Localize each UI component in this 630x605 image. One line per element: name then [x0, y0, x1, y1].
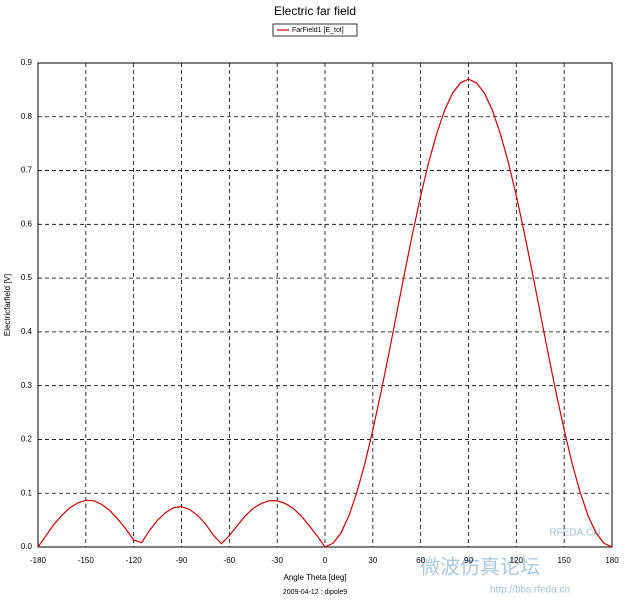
x-tick-label: -120 — [126, 556, 143, 565]
y-tick-label: 0.1 — [21, 488, 33, 497]
y-tick-label: 0.3 — [21, 381, 33, 390]
x-tick-label: -90 — [176, 556, 188, 565]
y-tick-label: 0.0 — [21, 542, 33, 551]
x-tick-label: -30 — [271, 556, 283, 565]
x-tick-label: 150 — [557, 556, 571, 565]
footer: 2009-04-12 : dipole9 — [283, 589, 347, 596]
watermark: 微波仿真论坛 — [420, 555, 540, 578]
watermark: RFEDA.CN — [549, 528, 600, 539]
x-tick-label: 0 — [323, 556, 328, 565]
watermark: http://bbs.rfeda.cn — [490, 585, 570, 596]
legend-label: FarField1 [E_tot] — [292, 27, 344, 34]
y-tick-label: 0.4 — [21, 327, 33, 336]
y-tick-label: 0.9 — [21, 58, 33, 67]
y-tick-label: 0.5 — [21, 273, 33, 282]
x-tick-label: -150 — [78, 556, 95, 565]
y-tick-label: 0.6 — [21, 219, 33, 228]
line — [37, 78, 613, 548]
y-tick-label: 0.2 — [21, 435, 33, 444]
legend-box — [272, 23, 358, 37]
x-axis-label: Angle Theta [deg] — [283, 573, 346, 582]
x-tick-label: 60 — [416, 556, 425, 565]
x-tick-label: -60 — [224, 556, 236, 565]
chart-title: Electric far field — [274, 4, 356, 18]
y-tick-label: 0.7 — [21, 166, 33, 175]
x-tick-label: 90 — [464, 556, 473, 565]
x-tick-label: 180 — [605, 556, 619, 565]
x-tick-label: 30 — [368, 556, 377, 565]
y-axis-label: Electricfarfield [V] — [3, 274, 12, 336]
x-tick-label: 120 — [510, 556, 524, 565]
x-tick-label: -180 — [30, 556, 47, 565]
y-tick-label: 0.8 — [21, 112, 33, 121]
